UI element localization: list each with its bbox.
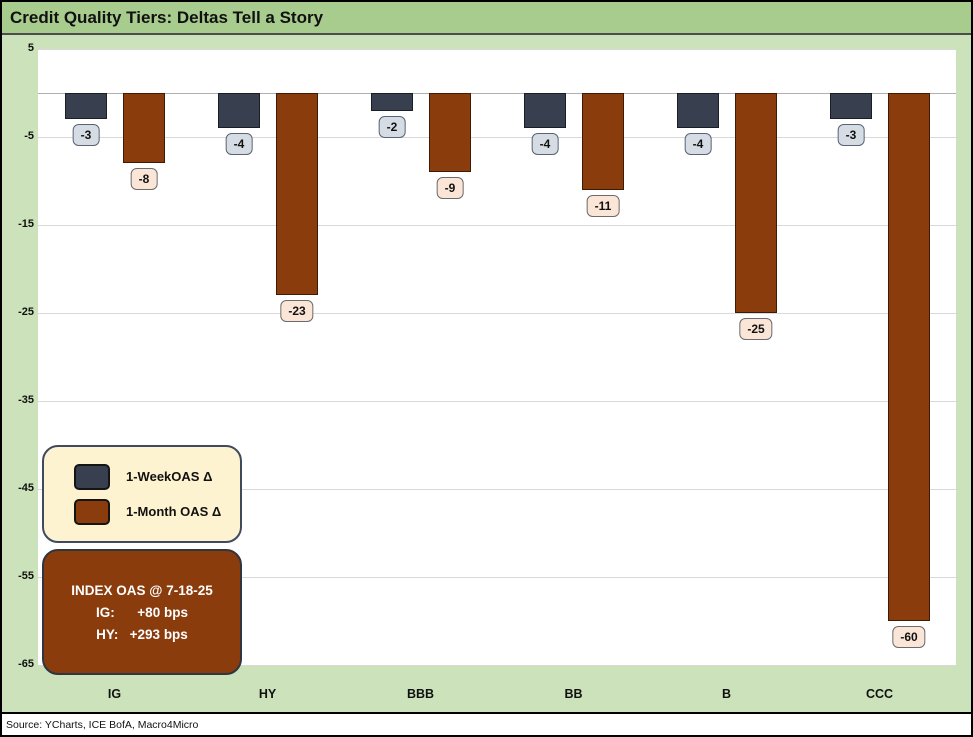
bar-ccc-month [888, 93, 930, 621]
annotation-line: INDEX OAS @ 7-18-25 [71, 582, 213, 598]
gridline [38, 577, 956, 578]
gridline [38, 489, 956, 490]
bar-value-label: -3 [837, 124, 865, 146]
bar-ig-month [123, 93, 165, 163]
annotation-line: IG: +80 bps [96, 604, 188, 620]
x-axis-label-hy: HY [258, 687, 277, 701]
bar-ccc-week [830, 93, 872, 119]
bar-hy-month [276, 93, 318, 295]
bar-hy-week [218, 93, 260, 128]
y-axis-tick-label: -55 [18, 570, 34, 582]
bar-bbb-month [429, 93, 471, 172]
y-axis-tick-label: -15 [18, 218, 34, 230]
source-strip: Source: YCharts, ICE BofA, Macro4Micro [2, 712, 971, 735]
x-axis-label-b: B [721, 687, 732, 701]
gridline [38, 313, 956, 314]
bar-value-label: -4 [225, 133, 253, 155]
bar-value-label: -60 [892, 626, 926, 648]
bar-value-label: -4 [531, 133, 559, 155]
gridline [38, 401, 956, 402]
bar-value-label: -4 [684, 133, 712, 155]
gridline [38, 665, 956, 666]
x-axis-label-ccc: CCC [865, 687, 894, 701]
y-axis-tick-label: -25 [18, 306, 34, 318]
legend-label: 1-WeekOAS Δ [126, 469, 213, 484]
legend-item: 1-Month OAS Δ [74, 498, 240, 525]
bar-value-label: -25 [739, 318, 773, 340]
index-oas-annotation-box: INDEX OAS @ 7-18-25 IG: +80 bps HY: +293 b… [42, 549, 242, 675]
annotation-line: HY: +293 bps [96, 626, 188, 642]
bar-value-label: -11 [586, 195, 620, 217]
legend-swatch-icon [74, 498, 110, 525]
chart-legend: 1-WeekOAS Δ 1-Month OAS Δ [42, 445, 242, 543]
source-text: Source: YCharts, ICE BofA, Macro4Micro [6, 718, 199, 731]
y-axis-tick-label: 5 [27, 42, 34, 54]
bar-bb-week [524, 93, 566, 128]
bar-value-label: -8 [130, 168, 158, 190]
x-axis-label-ig: IG [107, 687, 122, 701]
bar-value-label: -2 [378, 116, 406, 138]
y-axis-tick-label: -5 [24, 130, 34, 142]
bar-ig-week [65, 93, 107, 119]
bar-bb-month [582, 93, 624, 190]
bar-bbb-week [371, 93, 413, 111]
gridline [38, 137, 956, 138]
gridline [38, 49, 956, 50]
x-axis-label-bb: BB [564, 687, 583, 701]
bar-b-month [735, 93, 777, 313]
y-axis-tick-label: -65 [18, 658, 34, 670]
x-axis-label-bbb: BBB [406, 687, 435, 701]
legend-item: 1-WeekOAS Δ [74, 463, 240, 490]
chart-title: Credit Quality Tiers: Deltas Tell a Stor… [10, 7, 324, 27]
bar-value-label: -3 [72, 124, 100, 146]
bar-value-label: -9 [436, 177, 464, 199]
y-axis-tick-label: -45 [18, 482, 34, 494]
y-axis-tick-label: -35 [18, 394, 34, 406]
zero-axis-line [38, 93, 956, 94]
bar-b-week [677, 93, 719, 128]
gridline [38, 225, 956, 226]
bar-value-label: -23 [280, 300, 314, 322]
legend-swatch-icon [74, 463, 110, 490]
title-band: Credit Quality Tiers: Deltas Tell a Stor… [2, 2, 971, 35]
legend-label: 1-Month OAS Δ [126, 504, 222, 519]
